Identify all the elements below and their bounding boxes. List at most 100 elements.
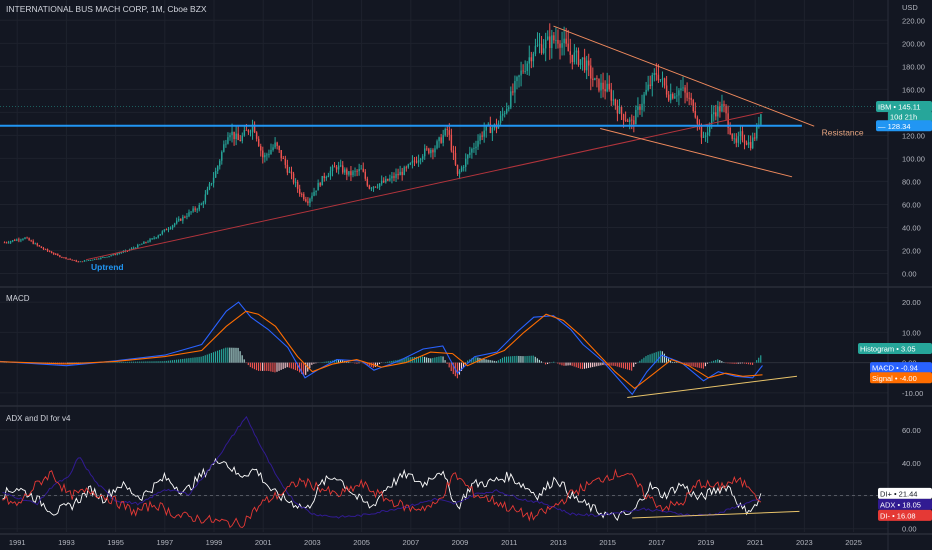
candle[interactable]: [360, 168, 362, 170]
candle[interactable]: [421, 156, 424, 160]
candle[interactable]: [612, 99, 615, 101]
candle[interactable]: [202, 202, 205, 205]
candle[interactable]: [733, 138, 735, 140]
candle[interactable]: [255, 132, 258, 139]
candle[interactable]: [569, 51, 571, 55]
candle[interactable]: [278, 145, 280, 151]
candle[interactable]: [694, 111, 697, 118]
candle[interactable]: [346, 169, 348, 175]
price-pane[interactable]: Uptrend Resistance: [0, 23, 888, 272]
candle[interactable]: [739, 131, 742, 137]
candle[interactable]: [290, 171, 293, 174]
candle[interactable]: [700, 125, 703, 138]
candle[interactable]: [583, 57, 586, 71]
candle[interactable]: [272, 147, 274, 151]
candle[interactable]: [631, 119, 633, 121]
candle[interactable]: [725, 105, 727, 114]
candle[interactable]: [184, 216, 186, 218]
candle[interactable]: [401, 171, 403, 175]
candle[interactable]: [91, 259, 94, 261]
candle[interactable]: [270, 150, 272, 155]
macd-line[interactable]: [0, 301, 763, 396]
candle[interactable]: [475, 146, 477, 149]
candle[interactable]: [223, 144, 225, 152]
candle[interactable]: [655, 73, 658, 75]
candle[interactable]: [547, 36, 549, 40]
candle[interactable]: [24, 237, 26, 239]
candle[interactable]: [557, 39, 559, 44]
candle[interactable]: [686, 92, 688, 98]
candle[interactable]: [280, 150, 282, 159]
candle[interactable]: [385, 178, 387, 183]
candle[interactable]: [756, 124, 758, 139]
candle[interactable]: [506, 108, 508, 114]
candle[interactable]: [760, 114, 762, 125]
candle[interactable]: [745, 142, 748, 145]
candle[interactable]: [233, 131, 235, 140]
candle[interactable]: [436, 141, 438, 149]
candle[interactable]: [682, 87, 684, 89]
candle[interactable]: [526, 63, 528, 71]
candle[interactable]: [737, 136, 740, 143]
candle[interactable]: [337, 165, 340, 170]
candle[interactable]: [622, 114, 625, 121]
candle[interactable]: [391, 176, 393, 179]
candle[interactable]: [171, 225, 174, 228]
candle[interactable]: [462, 166, 465, 168]
candle[interactable]: [79, 261, 82, 263]
candle[interactable]: [702, 137, 705, 138]
candle[interactable]: [175, 220, 178, 224]
candle[interactable]: [34, 243, 36, 245]
candle[interactable]: [520, 70, 522, 76]
candle[interactable]: [237, 133, 239, 141]
adx-divergence-line[interactable]: [632, 510, 800, 519]
candle[interactable]: [65, 257, 67, 259]
candle[interactable]: [510, 91, 512, 108]
candle[interactable]: [22, 238, 24, 240]
candle[interactable]: [452, 150, 455, 153]
candle[interactable]: [581, 57, 584, 60]
candle[interactable]: [719, 106, 721, 112]
candle[interactable]: [276, 142, 278, 146]
candle[interactable]: [284, 158, 287, 165]
di-minus-line[interactable]: [2, 468, 762, 529]
candle[interactable]: [614, 99, 617, 106]
candle[interactable]: [294, 181, 297, 183]
candle[interactable]: [448, 130, 451, 135]
candle[interactable]: [563, 38, 565, 44]
candle[interactable]: [311, 195, 313, 199]
candle[interactable]: [77, 261, 80, 263]
candle[interactable]: [661, 78, 664, 80]
candle[interactable]: [393, 176, 395, 178]
candle[interactable]: [596, 78, 598, 79]
candle[interactable]: [219, 160, 221, 167]
candle[interactable]: [253, 124, 256, 133]
candle[interactable]: [633, 120, 635, 125]
candle[interactable]: [227, 137, 229, 144]
candle[interactable]: [590, 65, 592, 79]
candle[interactable]: [518, 75, 520, 78]
candle[interactable]: [747, 142, 750, 145]
candle[interactable]: [647, 84, 649, 90]
candle[interactable]: [551, 35, 553, 49]
candle[interactable]: [182, 216, 184, 221]
candle[interactable]: [344, 169, 346, 173]
candle[interactable]: [676, 95, 678, 97]
adx-pane[interactable]: [0, 415, 888, 529]
candle[interactable]: [684, 87, 686, 93]
candle[interactable]: [362, 168, 364, 172]
candle[interactable]: [467, 154, 469, 159]
candle[interactable]: [417, 160, 420, 163]
candle[interactable]: [81, 261, 84, 263]
candle[interactable]: [98, 258, 100, 260]
candle[interactable]: [9, 241, 12, 243]
candle[interactable]: [30, 240, 32, 242]
candle[interactable]: [221, 151, 223, 161]
candle[interactable]: [419, 159, 422, 161]
candle[interactable]: [305, 199, 307, 202]
candle[interactable]: [432, 149, 434, 153]
candle[interactable]: [479, 135, 481, 141]
candle[interactable]: [637, 106, 639, 110]
candle[interactable]: [426, 148, 428, 150]
candle[interactable]: [214, 171, 217, 178]
